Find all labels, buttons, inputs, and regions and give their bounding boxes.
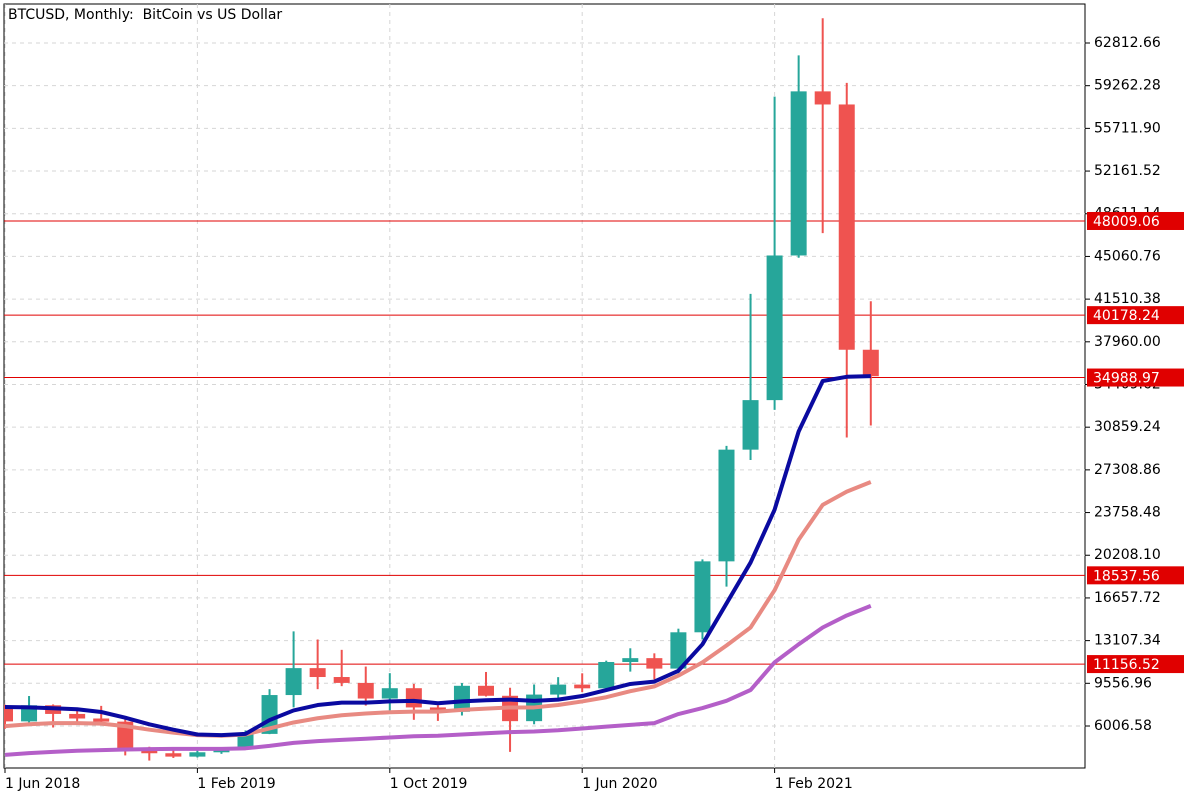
- levels: [4, 220, 1085, 665]
- candle-body: [237, 733, 254, 749]
- axes: 62812.6659262.2855711.9052161.5248611.14…: [4, 35, 1161, 792]
- candle-body: [189, 752, 206, 757]
- candle-body: [381, 688, 398, 699]
- candle-body: [646, 658, 663, 669]
- candle-body: [165, 753, 182, 757]
- y-tick-label: 37960.00: [1094, 334, 1161, 350]
- candle-body: [69, 713, 86, 719]
- candle-body: [838, 104, 855, 350]
- candle-body: [814, 91, 831, 105]
- x-tick-label: 1 Jun 2018: [5, 776, 80, 792]
- plot-frame: [3, 3, 1086, 769]
- indicator-line: [4, 603, 872, 757]
- indicator-lines: [4, 374, 872, 757]
- y-tick-label: 41510.38: [1094, 291, 1161, 307]
- level-label: 34988.97: [1093, 371, 1160, 387]
- x-tick-label: 1 Oct 2019: [390, 776, 468, 792]
- y-tick-label: 55711.90: [1094, 120, 1161, 136]
- level-label-box: [1087, 368, 1184, 387]
- y-tick-label: 52161.52: [1094, 163, 1161, 179]
- candle-body: [550, 684, 567, 695]
- candle-body: [333, 677, 350, 683]
- indicator-line: [4, 480, 872, 738]
- candle-body: [670, 632, 687, 669]
- candle-body: [357, 682, 374, 699]
- candle-body: [141, 749, 158, 754]
- level-label-box: [1087, 566, 1184, 585]
- candle-body: [93, 718, 110, 722]
- level-label-box: [1087, 306, 1184, 325]
- y-tick-label: 30859.24: [1094, 419, 1161, 435]
- candle-body: [453, 685, 470, 712]
- level-label: 18537.56: [1093, 568, 1160, 584]
- y-tick-label: 6006.58: [1094, 718, 1152, 734]
- x-tick-label: 1 Feb 2019: [197, 776, 275, 792]
- candle-body: [718, 449, 735, 562]
- candle-body: [766, 255, 783, 401]
- level-label-box: [1087, 211, 1184, 230]
- indicator-line: [4, 374, 871, 738]
- y-tick-label: 45060.76: [1094, 248, 1161, 264]
- candle-body: [598, 661, 615, 689]
- y-tick-label: 13107.34: [1094, 633, 1161, 649]
- candle-body: [694, 561, 711, 633]
- x-tick-label: 1 Jun 2020: [582, 776, 657, 792]
- level-label-box: [1087, 655, 1184, 674]
- candle-body: [574, 684, 591, 689]
- level-label: 40178.24: [1093, 308, 1160, 324]
- candle-body: [622, 658, 639, 662]
- y-tick-label: 20208.10: [1094, 547, 1161, 563]
- y-tick-label: 9556.96: [1094, 675, 1152, 691]
- y-tick-label: 59262.28: [1094, 78, 1161, 94]
- candle-body: [285, 668, 302, 696]
- level-labels: 48009.06 40178.24 34988.97 18537.56 11156.52: [1087, 211, 1184, 674]
- level-label: 48009.06: [1093, 214, 1160, 230]
- candle-body: [4, 708, 13, 722]
- candle-body: [309, 668, 326, 678]
- y-tick-label: 16657.72: [1094, 590, 1161, 606]
- candle-body: [790, 91, 807, 256]
- candle-body: [862, 349, 879, 377]
- y-tick-label: 62812.66: [1094, 35, 1161, 51]
- level-label: 11156.52: [1093, 657, 1160, 673]
- chart-title: BTCUSD, Monthly: BitCoin vs US Dollar: [8, 7, 282, 23]
- candle-body: [405, 688, 422, 708]
- x-tick-label: 1 Feb 2021: [775, 776, 853, 792]
- candle-body: [478, 685, 494, 696]
- candle-body: [429, 707, 446, 712]
- candle-body: [742, 400, 759, 450]
- y-tick-label: 23758.48: [1094, 505, 1161, 521]
- y-tick-label: 27308.86: [1094, 462, 1161, 478]
